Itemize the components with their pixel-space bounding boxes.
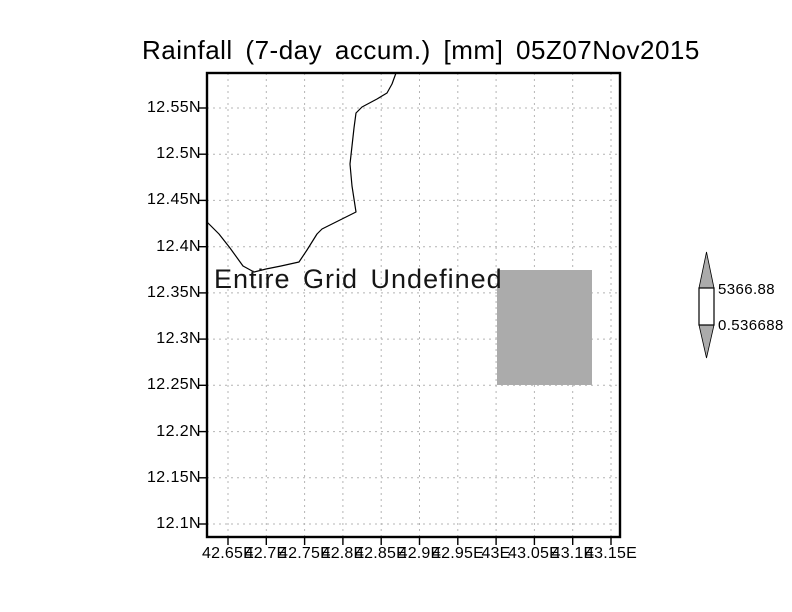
- y-tick-label: 12.45N: [147, 191, 201, 208]
- colorbar: [698, 251, 715, 359]
- y-tick-label: 12.3N: [156, 330, 201, 347]
- colorbar-max-label: 5366.88: [718, 281, 776, 298]
- undefined-region-rect: [497, 270, 592, 385]
- y-tick-label: 12.55N: [147, 99, 201, 116]
- y-tick-label: 12.2N: [156, 423, 201, 440]
- x-tick-label: 42.85E: [355, 545, 407, 562]
- colorbar-body: [698, 287, 715, 326]
- plot-border: [205, 71, 622, 539]
- x-tick-label: 43E: [481, 545, 511, 562]
- x-tick-label: 43.05E: [508, 545, 560, 562]
- colorbar-min-label: 0.536688: [718, 317, 784, 334]
- y-tick-label: 12.1N: [156, 515, 201, 532]
- y-axis-ticks: [199, 107, 206, 525]
- colorbar-down-arrow: [698, 324, 715, 359]
- plot-title: Rainfall (7-day accum.) [mm] 05Z07Nov201…: [142, 35, 700, 65]
- x-tick-label: 42.7E: [244, 545, 288, 562]
- coastline-path: [206, 72, 397, 273]
- y-tick-label: 12.5N: [156, 145, 201, 162]
- x-tick-label: 42.75E: [279, 545, 331, 562]
- x-tick-label: 42.65E: [202, 545, 254, 562]
- x-tick-label: 42.9E: [398, 545, 442, 562]
- y-tick-label: 12.25N: [147, 376, 201, 393]
- x-tick-label: 43.15E: [585, 545, 637, 562]
- x-axis-ticks: [227, 538, 612, 545]
- x-tick-label: 43.1E: [551, 545, 595, 562]
- grid-undefined-message: Entire Grid Undefined: [214, 264, 503, 294]
- x-tick-label: 42.95E: [432, 545, 484, 562]
- x-tick-label: 42.8E: [321, 545, 365, 562]
- y-tick-label: 12.4N: [156, 238, 201, 255]
- y-tick-label: 12.15N: [147, 469, 201, 486]
- colorbar-up-arrow: [698, 251, 715, 289]
- y-tick-label: 12.35N: [147, 284, 201, 301]
